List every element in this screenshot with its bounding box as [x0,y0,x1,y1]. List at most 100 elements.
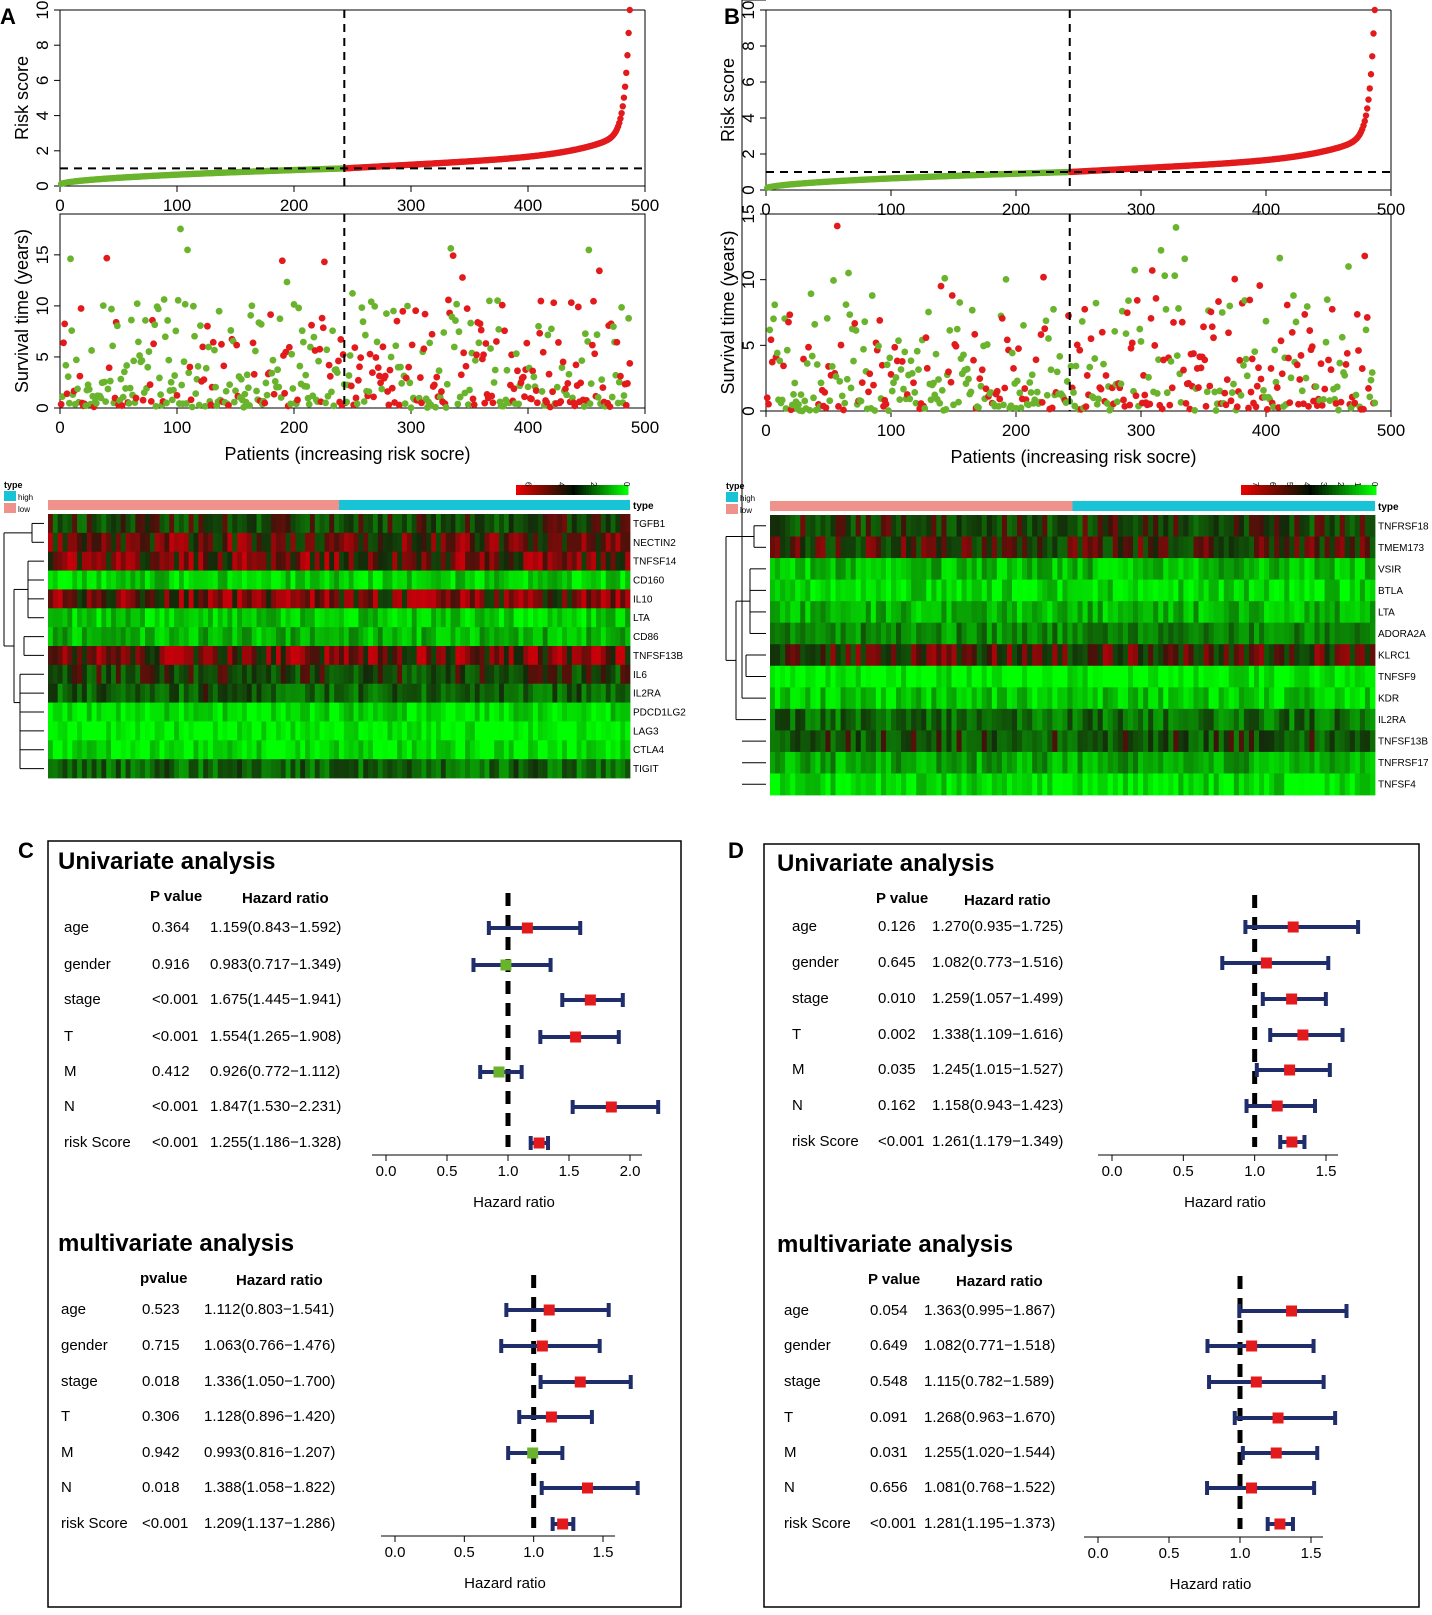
heatmap-cell [77,608,83,628]
heatmap-cell [343,551,350,571]
heatmap-cell [528,608,534,628]
heatmap-cell [1032,536,1038,559]
heatmap-cell [440,627,447,647]
heatmap-cell [474,570,481,590]
heatmap-cell [931,601,937,624]
heatmap-cell [566,514,573,534]
heatmap-cell [936,601,942,624]
heatmap-cell [290,627,296,647]
heatmap-cell [911,665,917,688]
heatmap-cell [1289,687,1295,710]
heatmap-cell [106,664,112,685]
heatmap-cell [101,532,107,553]
heatmap-cell [339,570,345,590]
heatmap-cell [217,532,223,553]
heatmap-cell [1012,708,1018,731]
heatmap-cell [591,646,597,666]
heatmap-cell [484,683,490,703]
heatmap-cell [460,646,466,666]
heatmap-cell [790,644,796,667]
survival-point-dead [588,341,596,349]
survival-point-alive [813,361,821,368]
heatmap-cell [57,759,63,779]
heatmap-cell [537,514,544,534]
heatmap-cell [450,551,456,571]
survival-point-dead [374,364,382,372]
heatmap-cell [96,759,102,779]
heatmap-cell [1254,579,1260,602]
heatmap-cell [1127,665,1134,688]
heatmap-row [48,759,631,779]
heatmap-cell [1077,579,1083,602]
survival-point-alive [181,300,189,308]
survival-point-dead [1233,403,1241,411]
heatmap-cell [976,687,983,710]
gene-label: TNFRSF18 [1378,521,1429,532]
heatmap-cell [891,665,897,688]
heatmap-cell [1188,665,1194,688]
survival-point-alive [1161,272,1169,280]
heatmap-cell [145,646,151,666]
survival-point-dead [1365,384,1372,392]
y-tick-label: 10 [739,1,758,20]
heatmap-cell [1193,644,1199,667]
heatmap-cell [149,570,156,590]
heatmap-cell [406,570,413,590]
survival-point-dead [543,398,551,406]
heatmap-cell [353,589,359,609]
heatmap-cell [1143,644,1149,667]
heatmap-cell [562,740,568,760]
heatmap-cell [411,740,417,760]
heatmap-cell [411,589,417,609]
heatmap-cell [81,721,88,741]
heatmap-cell [605,514,611,534]
survival-point-dead [1293,361,1301,369]
heatmap-cell [1203,622,1210,645]
heatmap-cell [926,687,932,710]
heatmap-cell [183,570,190,590]
heatmap-cell [86,646,93,666]
heatmap-cell [1062,644,1068,667]
heatmap-cell [586,551,592,571]
heatmap-cell [135,608,141,628]
heatmap-cell [785,558,791,581]
survival-point-alive [906,395,914,403]
heatmap-cell [319,721,325,741]
heatmap-cell [503,551,510,571]
heatmap-cell [81,570,88,590]
heatmap-cell [305,702,311,722]
survival-point-alive [585,246,593,254]
heatmap-cell [775,601,781,624]
heatmap-cell [557,740,563,760]
survival-point-alive [241,390,249,398]
heatmap-cell [256,721,262,741]
heatmap-cell [1274,601,1280,624]
survival-point-dead [357,354,365,362]
heatmap-cell [971,644,978,667]
survival-point-alive [68,327,76,335]
heatmap-cell [1324,622,1331,645]
heatmap-cell [96,721,102,741]
heatmap-cell [1233,515,1240,537]
heatmap-cell [314,608,320,628]
heatmap-cell [1173,622,1179,645]
heatmap-cell [232,702,238,722]
heatmap-cell [1163,644,1169,667]
heatmap-cell [450,702,456,722]
heatmap-cell [125,514,131,534]
heatmap-cell [96,627,102,647]
heatmap-cell [557,532,563,553]
heatmap-cell [285,532,291,553]
heatmap-cell [946,536,952,559]
heatmap-cell [402,740,408,760]
survival-point-alive [194,362,202,370]
heatmap-cell [581,664,587,685]
heatmap-cell [901,515,907,537]
heatmap-cell [610,740,616,760]
heatmap-cell [991,644,998,667]
heatmap-cell [906,515,912,537]
heatmap-cell [605,570,611,590]
heatmap-cell [198,551,204,571]
heatmap-cell [931,665,937,688]
heatmap-cell [305,589,311,609]
